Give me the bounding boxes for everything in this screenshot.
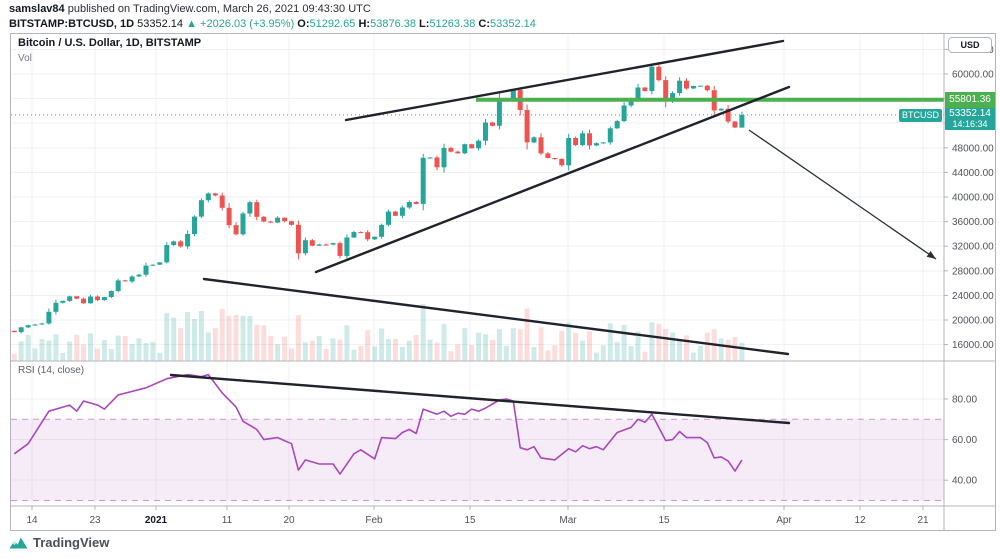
byline: samslav84 published on TradingView.com, …	[9, 2, 536, 17]
svg-text:60.00: 60.00	[952, 435, 977, 446]
bar-countdown-timer: 14:16:34	[952, 119, 988, 129]
tradingview-brand-link[interactable]: TradingView	[9, 535, 109, 550]
byline-text: published on TradingView.com, March 26, …	[64, 3, 371, 15]
svg-text:14: 14	[26, 515, 38, 526]
chart-legend-title: Bitcoin / U.S. Dollar, 1D, BITSTAMP	[18, 37, 202, 49]
open-key: O:	[297, 18, 310, 30]
svg-text:11: 11	[222, 515, 233, 526]
svg-text:24000.00: 24000.00	[952, 291, 994, 302]
last-price: 53352.14	[137, 18, 184, 30]
rsi-axis[interactable]: 80.00 60.00 40.00	[944, 395, 977, 487]
volume-bars	[11, 304, 745, 361]
svg-text:Apr: Apr	[776, 515, 792, 526]
rsi-band	[11, 418, 944, 501]
symbol-status-line: BITSTAMP:BTCUSD, 1D 53352.14 ▲ +2026.03 …	[9, 17, 536, 32]
svg-text:16000.00: 16000.00	[952, 340, 994, 351]
svg-text:15: 15	[658, 515, 670, 526]
last-price-badge: 53352.14 14:16:34	[945, 108, 995, 130]
svg-text:48000.00: 48000.00	[952, 143, 994, 154]
author-username: samslav84	[9, 3, 65, 15]
svg-text:28000.00: 28000.00	[952, 266, 994, 277]
open-value: 51292.65	[309, 18, 356, 30]
chart-plot-canvas[interactable]: 16000.00 20000.00 24000.00 28000.00 32000.00…	[11, 34, 995, 530]
low-key: L:	[419, 18, 430, 30]
close-key: C:	[478, 18, 490, 30]
high-key: H:	[358, 18, 371, 30]
svg-text:20000.00: 20000.00	[952, 316, 994, 327]
publication-header: samslav84 published on TradingView.com, …	[9, 2, 536, 32]
svg-text:40000.00: 40000.00	[952, 193, 994, 204]
currency-toggle-button[interactable]: USD	[948, 37, 992, 53]
low-value: 51263.38	[429, 18, 476, 30]
projection-arrow-down[interactable]	[748, 129, 937, 260]
last-price-badge-value: 53352.14	[949, 108, 991, 119]
svg-text:20: 20	[283, 515, 295, 526]
candles	[11, 64, 745, 334]
up-triangle-icon: ▲	[186, 18, 197, 30]
symbol-price-label: BTCUSD	[899, 109, 942, 122]
tradingview-brand-text: TradingView	[33, 535, 110, 550]
svg-text:60000.00: 60000.00	[952, 70, 994, 81]
svg-text:2021: 2021	[145, 515, 168, 526]
svg-text:21: 21	[917, 515, 929, 526]
price-axis[interactable]: 16000.00 20000.00 24000.00 28000.00 32000.00…	[944, 45, 994, 351]
time-axis[interactable]: 14 23 2021 11 20 Feb 15 Mar 15 Apr 12 21	[26, 506, 929, 526]
high-value: 53876.38	[370, 18, 416, 30]
svg-text:44000.00: 44000.00	[952, 168, 994, 179]
svg-text:15: 15	[464, 515, 476, 526]
declining-support-line[interactable]	[202, 277, 790, 356]
svg-text:12: 12	[854, 515, 866, 526]
rsi-descending-trendline[interactable]	[169, 373, 791, 425]
svg-text:Mar: Mar	[559, 515, 577, 526]
panel-separators	[11, 34, 995, 530]
price-change: +2026.03 (+3.95%)	[200, 18, 295, 30]
svg-text:36000.00: 36000.00	[952, 217, 994, 228]
volume-indicator-label: Vol	[18, 53, 32, 64]
lower-rising-wedge-line[interactable]	[314, 85, 791, 274]
tradingview-logo-icon	[9, 537, 28, 548]
svg-text:80.00: 80.00	[952, 395, 977, 406]
chart-widget: 16000.00 20000.00 24000.00 28000.00 32000.00…	[10, 33, 996, 531]
level-price-badge: 55801.36	[945, 92, 995, 108]
svg-text:40.00: 40.00	[952, 476, 977, 487]
close-value: 53352.14	[490, 18, 536, 30]
svg-text:23: 23	[89, 515, 101, 526]
svg-text:Feb: Feb	[365, 515, 383, 526]
upper-rising-wedge-line[interactable]	[344, 39, 785, 122]
symbol-name: BITSTAMP:BTCUSD, 1D	[9, 18, 135, 30]
rsi-indicator-label: RSI (14, close)	[18, 365, 85, 376]
svg-text:32000.00: 32000.00	[952, 242, 994, 253]
